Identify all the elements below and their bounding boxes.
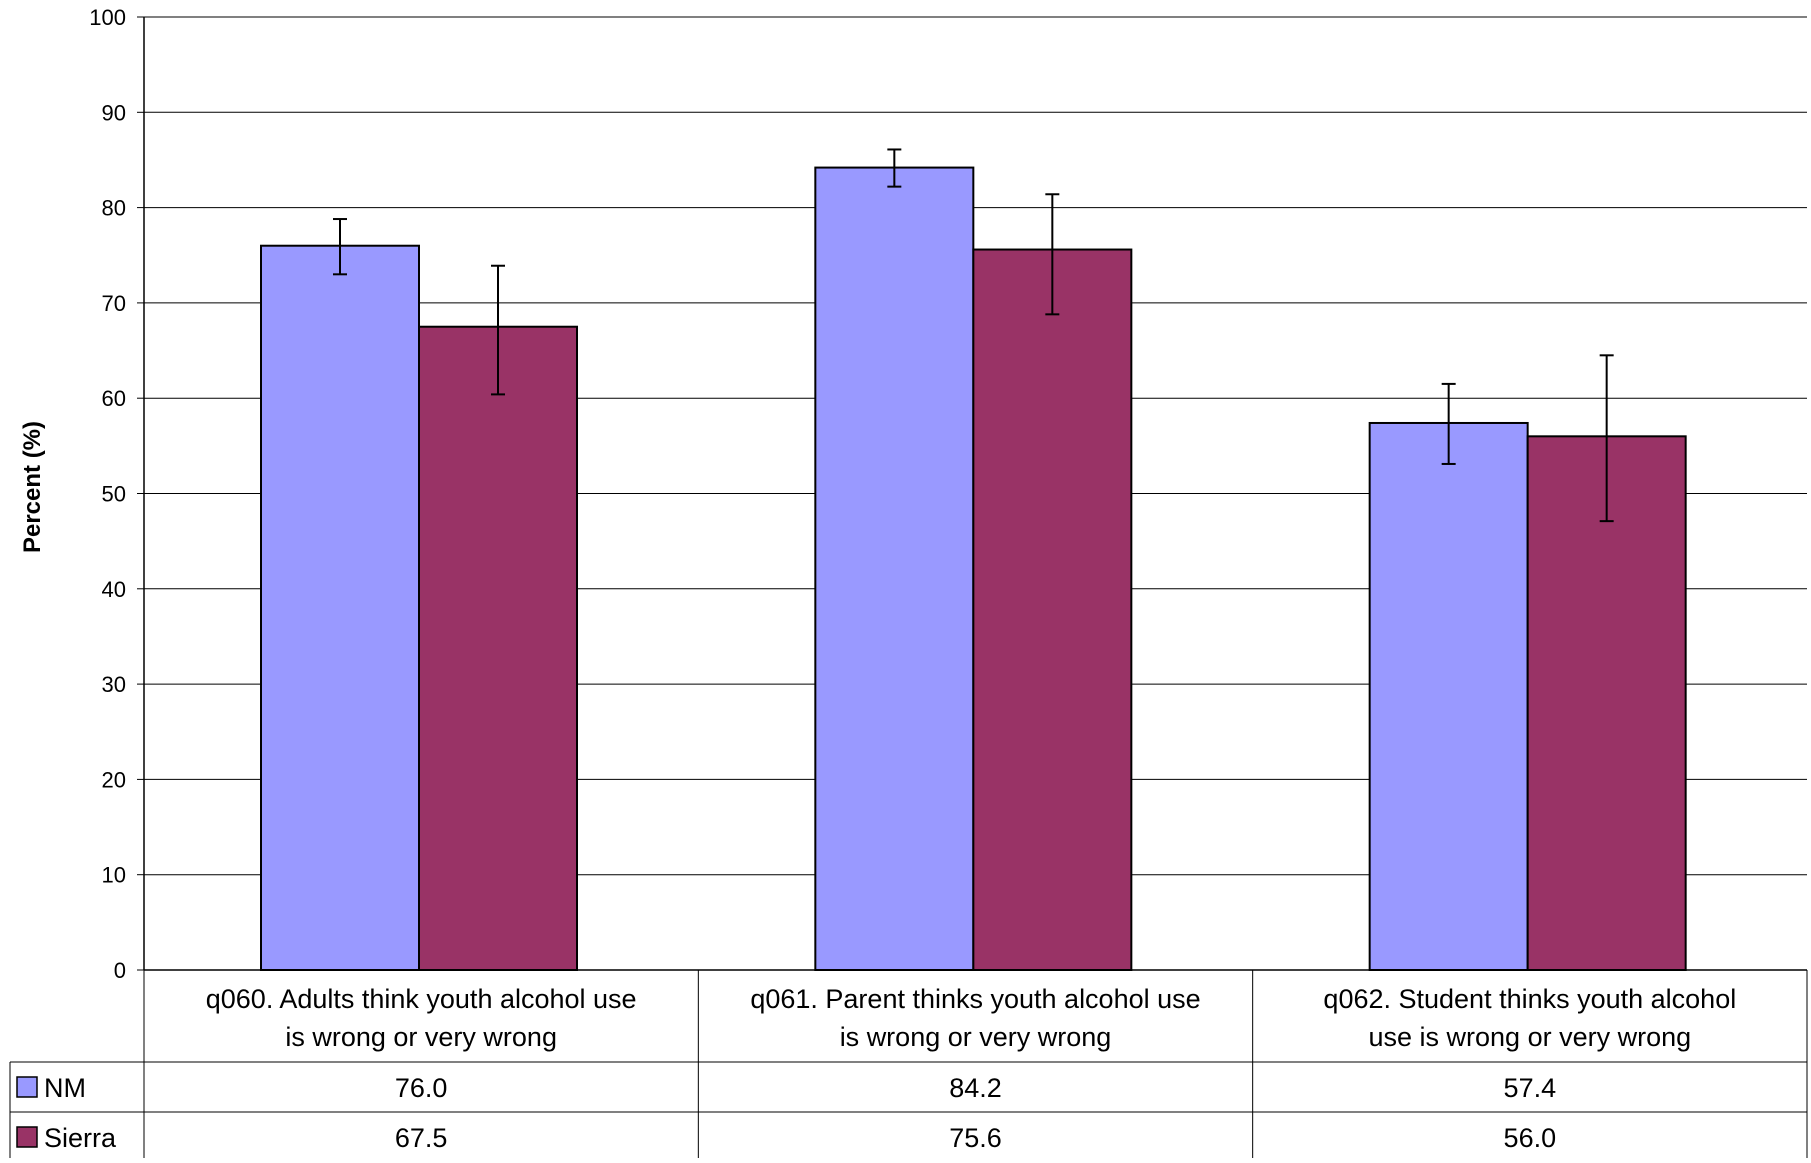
y-tick-label: 40	[102, 577, 126, 602]
category-label-line: is wrong or very wrong	[840, 1022, 1112, 1052]
y-tick-label: 30	[102, 672, 126, 697]
legend-label-nm: NM	[44, 1073, 86, 1103]
bar-nm	[814, 166, 975, 972]
y-tick-label: 20	[102, 767, 126, 792]
error-bars	[333, 148, 1614, 523]
table-cell-value: 57.4	[1504, 1073, 1557, 1103]
legend-swatch-sierra	[16, 1126, 38, 1148]
category-label-line: use is wrong or very wrong	[1369, 1022, 1692, 1052]
axes: 0 10 20 30 40 50 60 70 80 90 100	[89, 5, 1807, 983]
legend-swatch-nm	[16, 1076, 38, 1098]
y-tick-label: 90	[102, 100, 126, 125]
table-cell-value: 67.5	[395, 1123, 448, 1153]
table-cell-value: 56.0	[1504, 1123, 1557, 1153]
category-label-line: q060. Adults think youth alcohol use	[206, 984, 637, 1014]
bar-nm	[1368, 421, 1529, 971]
category-label: q061. Parent thinks youth alcohol use is …	[750, 984, 1200, 1052]
category-label-line: q062. Student thinks youth alcohol	[1323, 984, 1736, 1014]
bar-sierra	[418, 325, 578, 972]
bars	[260, 166, 1687, 972]
table-cell-value: 84.2	[949, 1073, 1002, 1103]
bar-sierra	[972, 248, 1133, 972]
category-label-line: q061. Parent thinks youth alcohol use	[750, 984, 1200, 1014]
table-cell-value: 76.0	[395, 1073, 448, 1103]
category-label-line: is wrong or very wrong	[285, 1022, 557, 1052]
legend-label-sierra: Sierra	[44, 1123, 117, 1153]
y-axis-title: Percent (%)	[19, 421, 46, 553]
table-cell-value: 75.6	[949, 1123, 1002, 1153]
y-tick-label: 0	[114, 958, 126, 983]
y-tick-label: 70	[102, 291, 126, 316]
y-tick-label: 60	[102, 386, 126, 411]
y-tick-label: 100	[89, 5, 126, 30]
bar-sierra	[1526, 435, 1687, 971]
data-table: q060. Adults think youth alcohol use is w…	[9, 970, 1808, 1163]
category-label: q062. Student thinks youth alcohol use is…	[1323, 984, 1736, 1052]
y-tick-label: 80	[102, 196, 126, 221]
y-tick-label: 10	[102, 863, 126, 888]
y-tick-label: 50	[102, 482, 126, 507]
bar-nm	[260, 244, 420, 972]
category-label: q060. Adults think youth alcohol use is w…	[206, 984, 637, 1052]
